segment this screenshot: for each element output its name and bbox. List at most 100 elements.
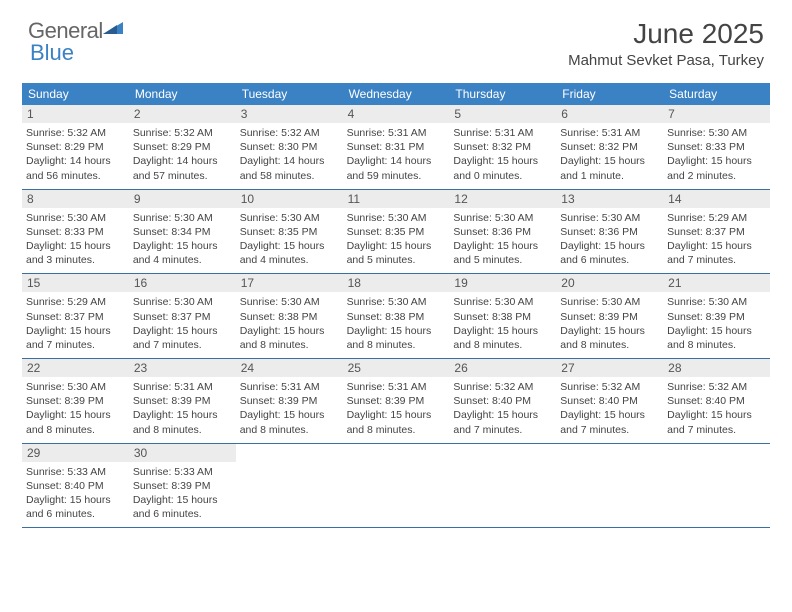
sunrise-text: Sunrise: 5:30 AM <box>347 295 446 309</box>
sunrise-text: Sunrise: 5:30 AM <box>560 295 659 309</box>
week-row: 8Sunrise: 5:30 AMSunset: 8:33 PMDaylight… <box>22 190 770 275</box>
day-cell: 3Sunrise: 5:32 AMSunset: 8:30 PMDaylight… <box>236 105 343 189</box>
day-number: 6 <box>556 105 663 123</box>
day-number: 12 <box>449 190 556 208</box>
daylight-text: Daylight: 15 hours <box>347 324 446 338</box>
day-number: 1 <box>22 105 129 123</box>
day-cell: 12Sunrise: 5:30 AMSunset: 8:36 PMDayligh… <box>449 190 556 274</box>
day-cell: 17Sunrise: 5:30 AMSunset: 8:38 PMDayligh… <box>236 274 343 358</box>
sunset-text: Sunset: 8:32 PM <box>560 140 659 154</box>
day-number: 21 <box>663 274 770 292</box>
daylight-text: Daylight: 15 hours <box>347 239 446 253</box>
weekday-header-row: Sunday Monday Tuesday Wednesday Thursday… <box>22 83 770 105</box>
sunset-text: Sunset: 8:32 PM <box>453 140 552 154</box>
day-cell: 2Sunrise: 5:32 AMSunset: 8:29 PMDaylight… <box>129 105 236 189</box>
daylight-text: and 4 minutes. <box>240 253 339 267</box>
daylight-text: Daylight: 15 hours <box>667 324 766 338</box>
day-number: 3 <box>236 105 343 123</box>
day-number: 26 <box>449 359 556 377</box>
daylight-text: Daylight: 15 hours <box>560 154 659 168</box>
day-number: 11 <box>343 190 450 208</box>
sunset-text: Sunset: 8:39 PM <box>240 394 339 408</box>
sunset-text: Sunset: 8:38 PM <box>240 310 339 324</box>
daylight-text: and 5 minutes. <box>453 253 552 267</box>
day-cell: 18Sunrise: 5:30 AMSunset: 8:38 PMDayligh… <box>343 274 450 358</box>
sunrise-text: Sunrise: 5:30 AM <box>560 211 659 225</box>
logo-triangle-icon <box>103 20 123 36</box>
daylight-text: Daylight: 15 hours <box>26 493 125 507</box>
calendar: Sunday Monday Tuesday Wednesday Thursday… <box>22 83 770 528</box>
daylight-text: Daylight: 15 hours <box>240 324 339 338</box>
sunrise-text: Sunrise: 5:32 AM <box>133 126 232 140</box>
weekday-wed: Wednesday <box>343 83 450 105</box>
daylight-text: Daylight: 14 hours <box>133 154 232 168</box>
sunset-text: Sunset: 8:35 PM <box>240 225 339 239</box>
day-cell <box>236 444 343 528</box>
location: Mahmut Sevket Pasa, Turkey <box>568 52 764 69</box>
daylight-text: Daylight: 15 hours <box>26 239 125 253</box>
daylight-text: and 7 minutes. <box>26 338 125 352</box>
sunrise-text: Sunrise: 5:30 AM <box>453 211 552 225</box>
daylight-text: and 7 minutes. <box>133 338 232 352</box>
daylight-text: Daylight: 15 hours <box>667 154 766 168</box>
day-number: 8 <box>22 190 129 208</box>
daylight-text: and 8 minutes. <box>133 423 232 437</box>
day-cell: 13Sunrise: 5:30 AMSunset: 8:36 PMDayligh… <box>556 190 663 274</box>
day-cell: 7Sunrise: 5:30 AMSunset: 8:33 PMDaylight… <box>663 105 770 189</box>
daylight-text: Daylight: 14 hours <box>347 154 446 168</box>
day-cell: 30Sunrise: 5:33 AMSunset: 8:39 PMDayligh… <box>129 444 236 528</box>
day-number: 4 <box>343 105 450 123</box>
daylight-text: and 59 minutes. <box>347 169 446 183</box>
day-number: 18 <box>343 274 450 292</box>
sunset-text: Sunset: 8:39 PM <box>133 479 232 493</box>
sunset-text: Sunset: 8:31 PM <box>347 140 446 154</box>
daylight-text: Daylight: 14 hours <box>240 154 339 168</box>
daylight-text: and 8 minutes. <box>240 338 339 352</box>
week-row: 29Sunrise: 5:33 AMSunset: 8:40 PMDayligh… <box>22 444 770 529</box>
day-cell: 19Sunrise: 5:30 AMSunset: 8:38 PMDayligh… <box>449 274 556 358</box>
week-row: 15Sunrise: 5:29 AMSunset: 8:37 PMDayligh… <box>22 274 770 359</box>
day-number: 13 <box>556 190 663 208</box>
daylight-text: and 8 minutes. <box>26 423 125 437</box>
day-cell: 11Sunrise: 5:30 AMSunset: 8:35 PMDayligh… <box>343 190 450 274</box>
sunrise-text: Sunrise: 5:30 AM <box>26 211 125 225</box>
day-cell <box>449 444 556 528</box>
day-number: 28 <box>663 359 770 377</box>
day-cell: 27Sunrise: 5:32 AMSunset: 8:40 PMDayligh… <box>556 359 663 443</box>
sunset-text: Sunset: 8:38 PM <box>453 310 552 324</box>
weekday-fri: Friday <box>556 83 663 105</box>
daylight-text: and 1 minute. <box>560 169 659 183</box>
daylight-text: and 3 minutes. <box>26 253 125 267</box>
daylight-text: Daylight: 15 hours <box>347 408 446 422</box>
sunset-text: Sunset: 8:39 PM <box>347 394 446 408</box>
daylight-text: Daylight: 15 hours <box>133 239 232 253</box>
daylight-text: Daylight: 15 hours <box>667 239 766 253</box>
daylight-text: Daylight: 15 hours <box>453 154 552 168</box>
daylight-text: Daylight: 15 hours <box>667 408 766 422</box>
sunrise-text: Sunrise: 5:31 AM <box>347 126 446 140</box>
sunset-text: Sunset: 8:29 PM <box>26 140 125 154</box>
day-cell: 16Sunrise: 5:30 AMSunset: 8:37 PMDayligh… <box>129 274 236 358</box>
sunrise-text: Sunrise: 5:30 AM <box>26 380 125 394</box>
sunrise-text: Sunrise: 5:30 AM <box>453 295 552 309</box>
day-cell: 25Sunrise: 5:31 AMSunset: 8:39 PMDayligh… <box>343 359 450 443</box>
weekday-thu: Thursday <box>449 83 556 105</box>
sunset-text: Sunset: 8:39 PM <box>26 394 125 408</box>
sunrise-text: Sunrise: 5:30 AM <box>240 295 339 309</box>
sunrise-text: Sunrise: 5:32 AM <box>560 380 659 394</box>
day-cell: 4 Sunrise: 5:31 AMSunset: 8:31 PMDaylight… <box>343 105 450 189</box>
sunrise-text: Sunrise: 5:31 AM <box>453 126 552 140</box>
title-block: June 2025 Mahmut Sevket Pasa, Turkey <box>568 18 764 69</box>
day-cell: 22Sunrise: 5:30 AMSunset: 8:39 PMDayligh… <box>22 359 129 443</box>
daylight-text: and 6 minutes. <box>133 507 232 521</box>
day-number: 19 <box>449 274 556 292</box>
weekday-sat: Saturday <box>663 83 770 105</box>
daylight-text: Daylight: 15 hours <box>133 324 232 338</box>
daylight-text: and 57 minutes. <box>133 169 232 183</box>
sunset-text: Sunset: 8:34 PM <box>133 225 232 239</box>
day-number: 24 <box>236 359 343 377</box>
day-cell <box>343 444 450 528</box>
daylight-text: Daylight: 15 hours <box>560 239 659 253</box>
daylight-text: and 7 minutes. <box>560 423 659 437</box>
daylight-text: and 7 minutes. <box>453 423 552 437</box>
